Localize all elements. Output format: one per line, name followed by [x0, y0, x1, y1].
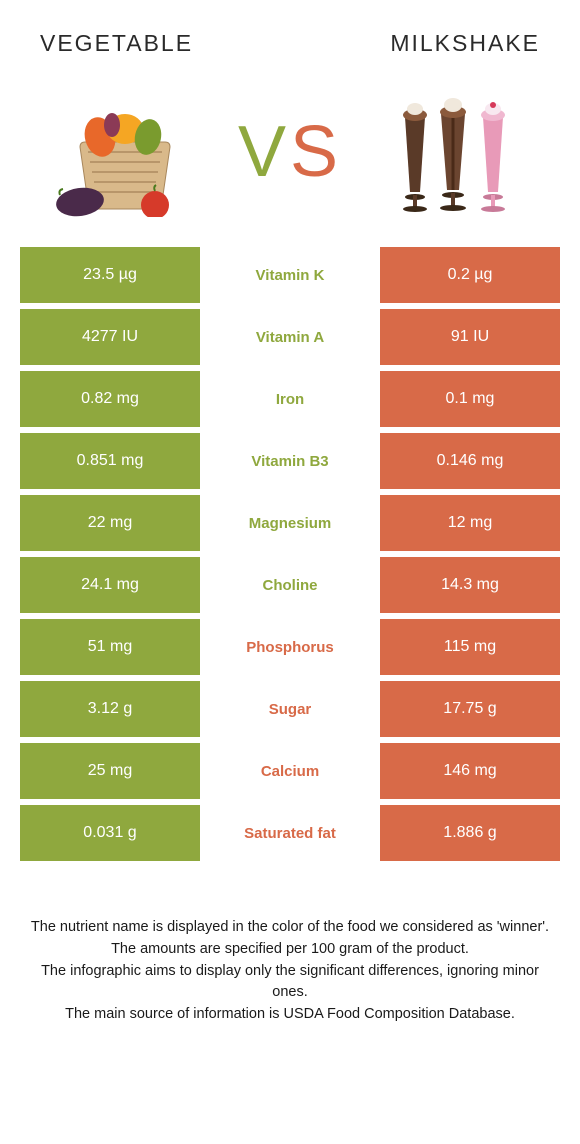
right-value: 17.75 g — [380, 681, 560, 737]
right-value: 91 IU — [380, 309, 560, 365]
nutrient-name: Magnesium — [200, 495, 380, 551]
left-value: 3.12 g — [20, 681, 200, 737]
footer-line-2: The amounts are specified per 100 gram o… — [30, 939, 550, 961]
left-value: 23.5 µg — [20, 247, 200, 303]
left-value: 25 mg — [20, 743, 200, 799]
infographic-container: Vegetable Milkshake VS — [0, 0, 580, 1026]
nutrient-row: 51 mgPhosphorus115 mg — [20, 619, 560, 675]
nutrient-name: Saturated fat — [200, 805, 380, 861]
images-row: VS — [0, 77, 580, 247]
milkshake-icon — [380, 87, 530, 217]
vs-label: VS — [238, 111, 342, 193]
nutrient-row: 3.12 gSugar17.75 g — [20, 681, 560, 737]
vegetable-image — [50, 87, 200, 217]
right-title: Milkshake — [390, 30, 540, 57]
nutrient-name: Vitamin A — [200, 309, 380, 365]
nutrient-row: 0.031 gSaturated fat1.886 g — [20, 805, 560, 861]
left-title: Vegetable — [40, 30, 193, 57]
right-value: 115 mg — [380, 619, 560, 675]
nutrient-row: 0.82 mgIron0.1 mg — [20, 371, 560, 427]
nutrient-name: Vitamin K — [200, 247, 380, 303]
right-value: 14.3 mg — [380, 557, 560, 613]
nutrient-row: 25 mgCalcium146 mg — [20, 743, 560, 799]
nutrient-row: 22 mgMagnesium12 mg — [20, 495, 560, 551]
vs-s: S — [290, 112, 342, 192]
left-value: 0.851 mg — [20, 433, 200, 489]
footer-line-3: The infographic aims to display only the… — [30, 961, 550, 1005]
right-value: 0.2 µg — [380, 247, 560, 303]
nutrient-row: 23.5 µgVitamin K0.2 µg — [20, 247, 560, 303]
nutrient-name: Calcium — [200, 743, 380, 799]
nutrient-name: Phosphorus — [200, 619, 380, 675]
right-value: 12 mg — [380, 495, 560, 551]
nutrient-row: 24.1 mgCholine14.3 mg — [20, 557, 560, 613]
nutrient-name: Iron — [200, 371, 380, 427]
vegetable-basket-icon — [50, 87, 200, 217]
left-value: 0.031 g — [20, 805, 200, 861]
footer-line-1: The nutrient name is displayed in the co… — [30, 917, 550, 939]
left-value: 51 mg — [20, 619, 200, 675]
right-value: 146 mg — [380, 743, 560, 799]
left-value: 0.82 mg — [20, 371, 200, 427]
left-value: 24.1 mg — [20, 557, 200, 613]
right-value: 1.886 g — [380, 805, 560, 861]
right-value: 0.1 mg — [380, 371, 560, 427]
nutrient-row: 4277 IUVitamin A91 IU — [20, 309, 560, 365]
header: Vegetable Milkshake — [0, 0, 580, 77]
nutrient-name: Vitamin B3 — [200, 433, 380, 489]
footer-notes: The nutrient name is displayed in the co… — [0, 867, 580, 1026]
nutrient-row: 0.851 mgVitamin B30.146 mg — [20, 433, 560, 489]
milkshake-image — [380, 87, 530, 217]
vs-v: V — [238, 112, 290, 192]
left-value: 22 mg — [20, 495, 200, 551]
footer-line-4: The main source of information is USDA F… — [30, 1004, 550, 1026]
nutrient-name: Choline — [200, 557, 380, 613]
nutrient-table: 23.5 µgVitamin K0.2 µg 4277 IUVitamin A91… — [20, 247, 560, 861]
left-value: 4277 IU — [20, 309, 200, 365]
right-value: 0.146 mg — [380, 433, 560, 489]
nutrient-name: Sugar — [200, 681, 380, 737]
